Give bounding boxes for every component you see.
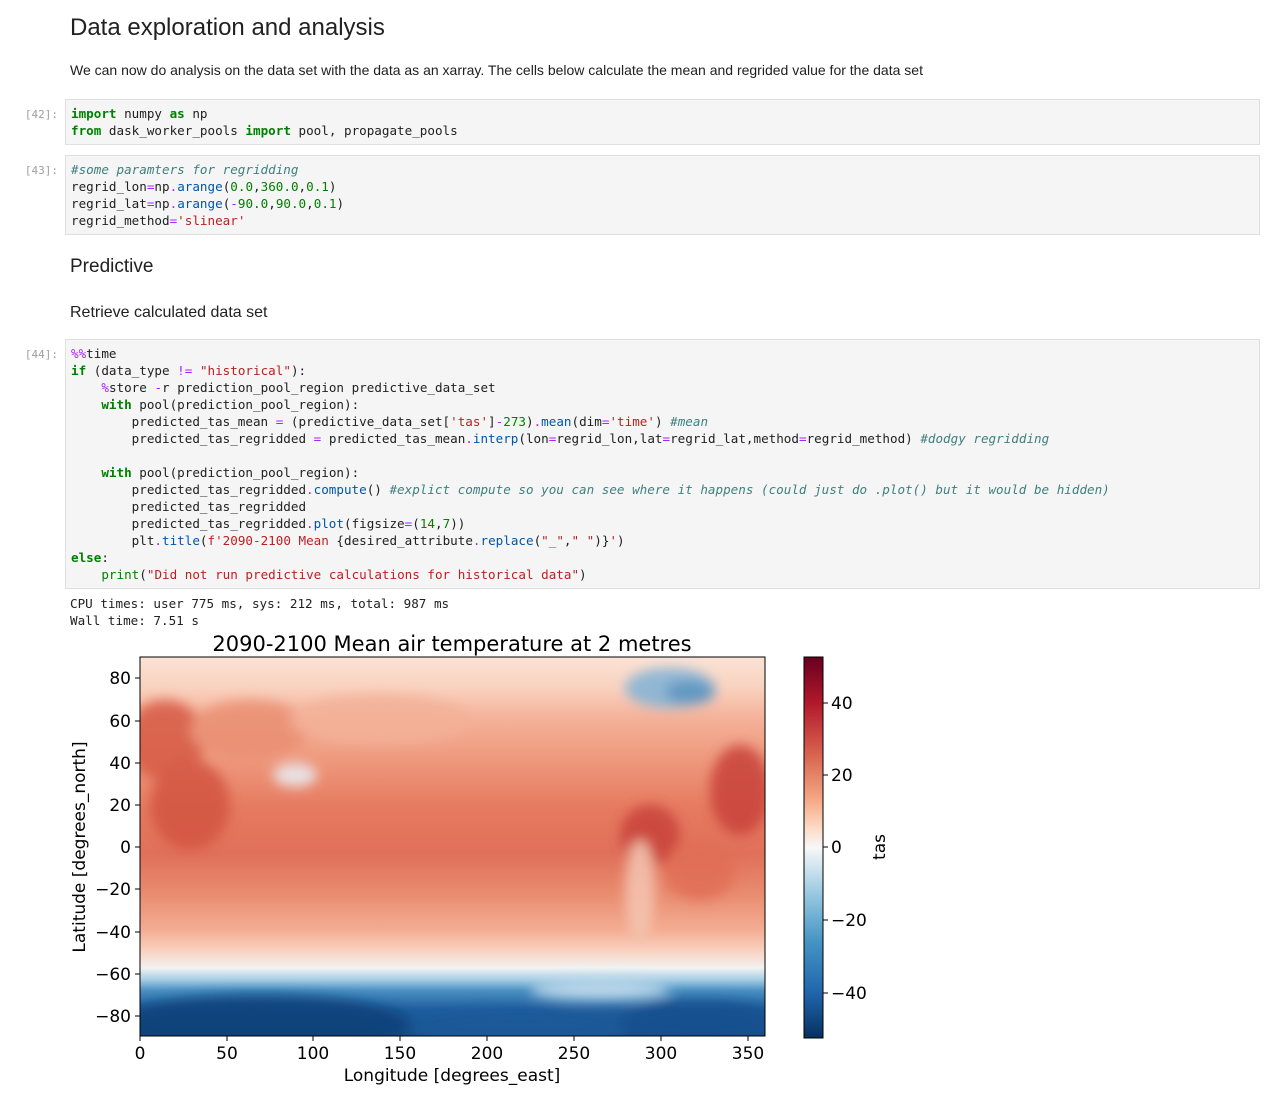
y-tick-label: 20 [109, 796, 131, 816]
x-tick-label: 350 [732, 1044, 764, 1064]
x-tick-label: 0 [135, 1044, 146, 1064]
colorbar [803, 656, 824, 1039]
x-tick-label: 250 [558, 1044, 590, 1064]
cell-prompt-44: [44]: [24, 348, 58, 361]
heading-predictive: Predictive [70, 256, 154, 277]
y-tick-label: 80 [109, 669, 131, 689]
colorbar-tick-label: 40 [831, 694, 853, 714]
y-tick-label: −40 [95, 923, 131, 943]
y-tick-label: −80 [95, 1007, 131, 1027]
code-editor-43[interactable]: #some paramters for regridding regrid_lo… [71, 162, 345, 228]
colorbar-tick-label: −20 [831, 911, 867, 931]
y-axis-label: Latitude [degrees_north] [70, 741, 90, 952]
colorbar-tick-label: −40 [831, 984, 867, 1004]
cell-prompt-42: [42]: [24, 108, 58, 121]
x-tick-label: 50 [216, 1044, 238, 1064]
y-axis: 80 60 40 20 0 −20 −40 −60 −80 [95, 669, 140, 1027]
x-axis: 0 50 100 150 200 250 300 350 [135, 1036, 764, 1064]
x-tick-label: 150 [384, 1044, 416, 1064]
heatmap-area [140, 657, 765, 1036]
code-cell-42[interactable]: import numpy as np from dask_worker_pool… [65, 99, 1260, 145]
temperature-map-plot: 2090-2100 Mean air temperature at 2 metr… [70, 632, 890, 1086]
y-tick-label: 60 [109, 712, 131, 732]
code-cell-43[interactable]: #some paramters for regridding regrid_lo… [65, 155, 1260, 235]
y-tick-label: 0 [120, 838, 131, 858]
colorbar-tick-label: 0 [831, 838, 842, 858]
y-tick-label: 40 [109, 754, 131, 774]
colorbar-label: tas [870, 834, 890, 860]
x-tick-label: 300 [645, 1044, 677, 1064]
chart-title: 2090-2100 Mean air temperature at 2 metr… [212, 632, 691, 656]
code-cell-44[interactable]: %%time if (data_type != "historical"): %… [65, 339, 1260, 589]
x-tick-label: 100 [297, 1044, 329, 1064]
cpu-times-output: CPU times: user 775 ms, sys: 212 ms, tot… [70, 596, 450, 611]
cell-prompt-43: [43]: [24, 164, 58, 177]
code-editor-44[interactable]: %%time if (data_type != "historical"): %… [71, 346, 1110, 582]
heading-data-exploration: Data exploration and analysis [70, 14, 385, 41]
y-tick-label: −20 [95, 880, 131, 900]
heading-retrieve: Retrieve calculated data set [70, 304, 268, 321]
x-axis-label: Longitude [degrees_east] [344, 1066, 561, 1086]
wall-time-output: Wall time: 7.51 s [70, 613, 199, 628]
x-tick-label: 200 [471, 1044, 503, 1064]
code-editor-42[interactable]: import numpy as np from dask_worker_pool… [71, 106, 458, 138]
y-tick-label: −60 [95, 965, 131, 985]
colorbar-ticks: 40 20 0 −20 −40 [823, 694, 867, 1004]
intro-paragraph: We can now do analysis on the data set w… [70, 62, 923, 78]
colorbar-tick-label: 20 [831, 766, 853, 786]
